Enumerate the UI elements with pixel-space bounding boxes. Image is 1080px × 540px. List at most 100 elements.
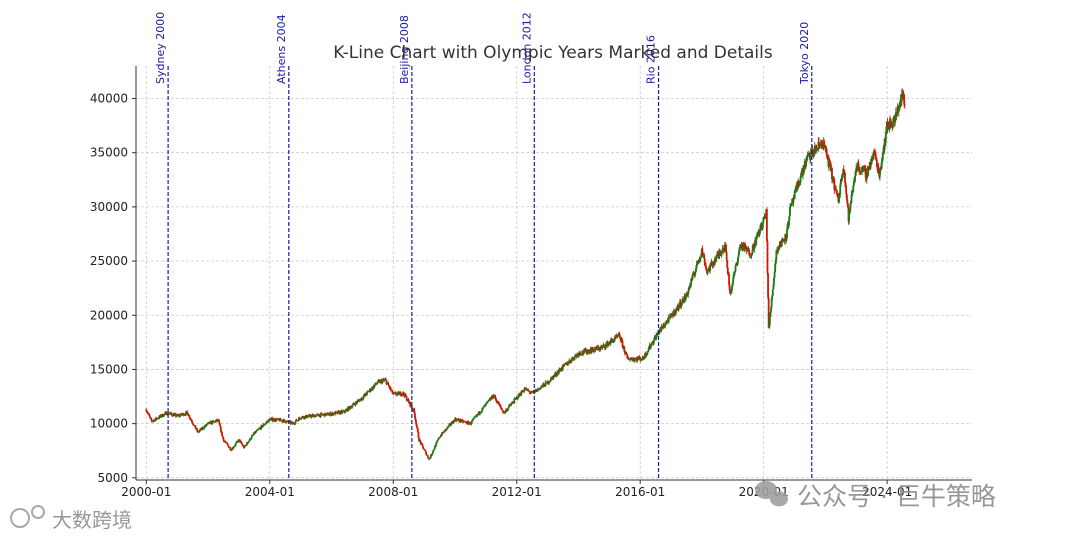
watermark-right-text: 公众号 · 巨牛策略 — [797, 482, 996, 511]
candle-body — [396, 393, 399, 395]
candle-body — [466, 423, 468, 425]
candle-body — [360, 397, 363, 401]
candle-body — [737, 254, 740, 258]
candle-body — [205, 424, 208, 426]
candle-body — [400, 395, 403, 397]
candle-body — [586, 352, 588, 354]
candle-body — [887, 125, 890, 128]
candle-body — [552, 375, 555, 380]
candle-body — [679, 301, 682, 307]
candle-body — [613, 336, 616, 340]
watermark-right: 公众号 · 巨牛策略 — [755, 481, 996, 511]
candle-body — [426, 454, 429, 456]
candle-body — [718, 251, 721, 256]
candlesticks — [145, 88, 906, 460]
candle-body — [520, 391, 523, 396]
candle-body — [173, 414, 176, 417]
candle-body — [307, 416, 310, 418]
candle-body — [843, 170, 846, 174]
candle-body — [872, 154, 875, 160]
candle-body — [447, 426, 449, 428]
candle-body — [263, 424, 266, 426]
candle-body — [479, 412, 482, 414]
candle-body — [759, 224, 762, 232]
candle-body — [431, 453, 433, 456]
candle-body — [548, 381, 551, 383]
candle-body — [612, 340, 615, 343]
candle-body — [900, 93, 903, 102]
olympic-event-lines: Sydney 2000 Athens 2004 Beijing 2008 London… — [154, 12, 813, 480]
candle-body — [703, 258, 706, 266]
candle-body — [232, 446, 235, 448]
candle-body — [683, 300, 685, 303]
candle-body — [694, 268, 697, 272]
candle-body — [618, 333, 621, 337]
candle-body — [692, 273, 695, 275]
candle-body — [596, 346, 599, 350]
candle-body — [709, 264, 711, 271]
candle-body — [645, 354, 648, 355]
candle-body — [826, 156, 829, 160]
candle-body — [764, 214, 767, 219]
candle-body — [240, 441, 242, 443]
candle-body — [227, 445, 230, 448]
candle-body — [432, 450, 435, 453]
candle-body — [868, 166, 871, 170]
candle-body — [312, 415, 315, 417]
candle-body — [282, 419, 285, 423]
candle-body — [298, 417, 300, 421]
candle-body — [388, 386, 391, 389]
candle-body — [294, 421, 297, 424]
candle-body — [379, 380, 382, 383]
candle-body — [637, 358, 640, 360]
candle-body — [655, 334, 658, 340]
candle-body — [731, 285, 733, 291]
candle-body — [231, 447, 234, 450]
candle-body — [755, 234, 758, 239]
candle-body — [736, 257, 739, 264]
axes: 5000 10000 15000 20000 25000 30000 35000 40000 2… — [90, 66, 972, 499]
candle-body — [387, 384, 390, 387]
candle-body — [293, 423, 296, 425]
candle-body — [903, 104, 906, 106]
candle-body — [504, 410, 507, 413]
candle-body — [568, 360, 571, 362]
candle-body — [484, 403, 487, 405]
candle-body — [666, 320, 669, 322]
candle-body — [255, 430, 258, 432]
candle-body — [147, 412, 149, 414]
candle-body — [180, 413, 183, 415]
candle-body — [206, 423, 209, 425]
candle-body — [836, 193, 839, 198]
candle-body — [435, 441, 438, 443]
candle-body — [626, 354, 629, 359]
candle-body — [567, 363, 570, 365]
candle-body — [162, 416, 165, 417]
candle-body — [858, 171, 861, 173]
candle-body — [387, 382, 390, 385]
candle-body — [498, 403, 501, 406]
candle-body — [707, 270, 710, 271]
candle-body — [697, 260, 700, 264]
candle-body — [233, 445, 236, 447]
candle-body — [734, 265, 737, 272]
candle-body — [404, 393, 407, 397]
candle-body — [469, 422, 472, 425]
candle-body — [747, 248, 750, 250]
candle-body — [497, 401, 500, 405]
candle-body — [409, 401, 412, 407]
olympic-event-label: Tokyo 2020 — [798, 22, 811, 85]
candle-body — [376, 382, 379, 384]
candle-body — [800, 174, 803, 177]
candle-body — [568, 360, 571, 364]
candle-body — [647, 348, 650, 351]
candle-body — [298, 417, 301, 419]
candle-body — [305, 415, 308, 418]
candle-body — [150, 419, 153, 422]
watermark-left: 大数跨境 — [10, 505, 132, 532]
candle-body — [676, 308, 678, 309]
candle-body — [808, 152, 811, 157]
candle-body — [891, 122, 894, 128]
candle-body — [195, 428, 197, 430]
candle-body — [231, 449, 233, 451]
